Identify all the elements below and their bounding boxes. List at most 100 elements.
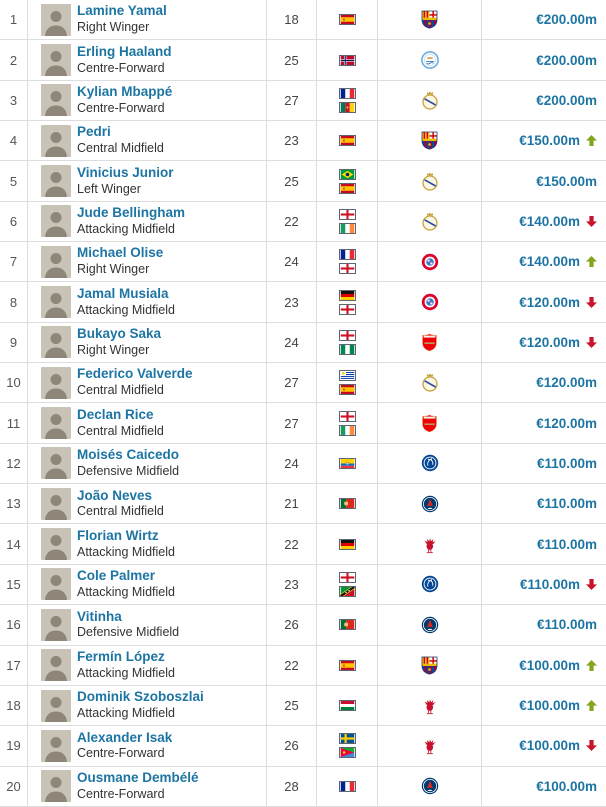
player-info: Erling Haaland Centre-Forward bbox=[77, 43, 172, 76]
flag-hungary-icon bbox=[338, 700, 356, 712]
table-row: 7 Michael Olise Right Winger 24 €140.00m bbox=[0, 242, 606, 283]
nationality-cell bbox=[317, 322, 378, 363]
player-name-link[interactable]: Moisés Caicedo bbox=[77, 447, 180, 463]
flag-england-icon bbox=[338, 208, 356, 220]
club-crest-arsenal-fc[interactable] bbox=[421, 414, 438, 433]
club-crest-liverpool-fc[interactable] bbox=[421, 535, 438, 554]
player-info: Bukayo Saka Right Winger bbox=[77, 326, 162, 358]
player-photo[interactable] bbox=[41, 366, 71, 399]
flag-stack bbox=[338, 168, 356, 194]
player-photo[interactable] bbox=[41, 407, 71, 440]
player-position: Centre-Forward bbox=[77, 786, 165, 801]
club-crest-fc-barcelona[interactable] bbox=[421, 10, 438, 29]
player-photo[interactable] bbox=[41, 729, 71, 762]
market-value: €120.00m bbox=[519, 334, 580, 350]
player-name-link[interactable]: Michael Olise bbox=[77, 245, 164, 261]
rank-cell: 1 bbox=[0, 0, 28, 40]
player-name-link[interactable]: Federico Valverde bbox=[77, 366, 193, 382]
club-crest-arsenal-fc[interactable] bbox=[421, 333, 438, 352]
club-crest-chelsea-fc[interactable] bbox=[421, 454, 439, 472]
player-info: Jude Bellingham Attacking Midfield bbox=[77, 205, 186, 237]
age-cell: 24 bbox=[267, 242, 317, 282]
flag-stack bbox=[338, 14, 356, 26]
flag-ecuador-icon bbox=[338, 457, 356, 469]
club-crest-paris-saint-germain[interactable] bbox=[421, 495, 439, 513]
player-name-link[interactable]: Vinicius Junior bbox=[77, 164, 174, 180]
club-cell bbox=[378, 242, 482, 282]
flag-stack bbox=[338, 208, 356, 234]
table-row: 11 Declan Rice Central Midfield 27 €120.… bbox=[0, 403, 606, 444]
player-name-link[interactable]: Declan Rice bbox=[77, 406, 154, 422]
player-name-link[interactable]: Alexander Isak bbox=[77, 729, 173, 745]
player-name-link[interactable]: Florian Wirtz bbox=[77, 527, 159, 543]
club-crest-paris-saint-germain[interactable] bbox=[421, 777, 439, 795]
player-name-link[interactable]: Cole Palmer bbox=[77, 568, 156, 584]
nationality-cell bbox=[317, 766, 378, 806]
player-name-link[interactable]: João Neves bbox=[77, 487, 153, 503]
club-crest-real-madrid[interactable] bbox=[421, 373, 439, 392]
player-name-link[interactable]: Fermín López bbox=[77, 648, 165, 664]
player-photo[interactable] bbox=[41, 568, 71, 601]
player-photo[interactable] bbox=[41, 286, 71, 319]
player-photo[interactable] bbox=[41, 205, 71, 238]
player-position: Attacking Midfield bbox=[77, 544, 175, 559]
player-photo[interactable] bbox=[41, 608, 71, 641]
player-cell: Ousmane Dembélé Centre-Forward bbox=[28, 766, 267, 806]
flag-stack bbox=[338, 780, 356, 792]
club-crest-fc-barcelona[interactable] bbox=[421, 131, 438, 150]
club-crest-liverpool-fc[interactable] bbox=[421, 696, 438, 715]
age-cell: 22 bbox=[267, 645, 317, 685]
age-cell: 23 bbox=[267, 564, 317, 605]
player-cell: Bukayo Saka Right Winger bbox=[28, 322, 267, 363]
club-crest-bayern-munich[interactable] bbox=[421, 253, 439, 271]
club-crest-real-madrid[interactable] bbox=[421, 212, 439, 231]
club-crest-bayern-munich[interactable] bbox=[421, 293, 439, 311]
market-value: €150.00m bbox=[536, 173, 597, 189]
player-name-link[interactable]: Erling Haaland bbox=[77, 43, 172, 59]
age-cell: 25 bbox=[267, 161, 317, 201]
club-crest-manchester-city[interactable] bbox=[420, 51, 439, 69]
player-photo[interactable] bbox=[41, 447, 71, 480]
club-crest-real-madrid[interactable] bbox=[421, 172, 439, 191]
player-photo[interactable] bbox=[41, 770, 71, 803]
player-photo[interactable] bbox=[41, 84, 71, 117]
table-row: 14 Florian Wirtz Attacking Midfield 22 €… bbox=[0, 524, 606, 565]
player-info: Jamal Musiala Attacking Midfield bbox=[77, 285, 175, 318]
player-photo[interactable] bbox=[41, 649, 71, 682]
player-name-link[interactable]: Jamal Musiala bbox=[77, 285, 169, 301]
player-name-link[interactable]: Vitinha bbox=[77, 608, 122, 624]
market-value-cell: €110.00m bbox=[482, 565, 606, 604]
player-name-link[interactable]: Bukayo Saka bbox=[77, 326, 162, 342]
club-crest-liverpool-fc[interactable] bbox=[421, 736, 438, 755]
player-name-link[interactable]: Pedri bbox=[77, 124, 111, 140]
player-photo[interactable] bbox=[41, 326, 71, 359]
age-cell: 23 bbox=[267, 282, 317, 322]
player-name-link[interactable]: Lamine Yamal bbox=[77, 3, 167, 19]
player-photo[interactable] bbox=[41, 3, 71, 36]
player-photo[interactable] bbox=[41, 44, 71, 77]
player-cell: Kylian Mbappé Centre-Forward bbox=[28, 80, 267, 121]
club-crest-fc-barcelona[interactable] bbox=[421, 656, 438, 675]
player-photo[interactable] bbox=[41, 689, 71, 722]
player-name-link[interactable]: Jude Bellingham bbox=[77, 205, 186, 221]
player-photo[interactable] bbox=[41, 487, 71, 520]
market-value: €140.00m bbox=[519, 213, 580, 229]
flag-st-kitts-nevis-icon bbox=[338, 585, 356, 597]
market-value: €100.00m bbox=[519, 698, 580, 714]
player-name-link[interactable]: Kylian Mbappé bbox=[77, 84, 173, 100]
club-crest-chelsea-fc[interactable] bbox=[421, 575, 439, 593]
flag-nigeria-icon bbox=[338, 343, 356, 355]
age-cell: 26 bbox=[267, 605, 317, 645]
club-crest-paris-saint-germain[interactable] bbox=[421, 616, 439, 634]
player-photo[interactable] bbox=[41, 245, 71, 278]
player-position: Central Midfield bbox=[77, 141, 164, 156]
player-name-link[interactable]: Dominik Szoboszlai bbox=[77, 689, 204, 705]
club-crest-real-madrid[interactable] bbox=[421, 91, 439, 110]
player-photo[interactable] bbox=[41, 165, 71, 198]
player-photo[interactable] bbox=[41, 124, 71, 157]
flag-ireland-icon bbox=[338, 222, 356, 234]
player-photo[interactable] bbox=[41, 528, 71, 561]
table-row: 10 Federico Valverde Central Midfield 27… bbox=[0, 363, 606, 404]
player-position: Right Winger bbox=[77, 262, 150, 277]
player-name-link[interactable]: Ousmane Dembélé bbox=[77, 769, 199, 785]
